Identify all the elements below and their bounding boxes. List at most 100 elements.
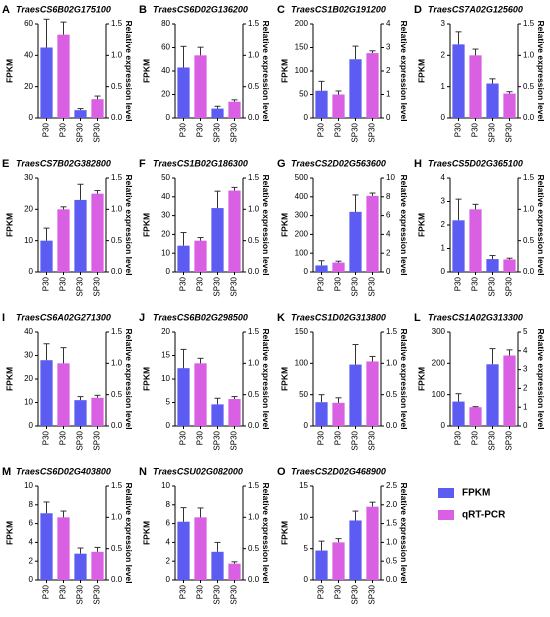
bar [91,397,104,426]
x-tick-label: P30 [42,430,51,445]
bar [228,563,241,580]
error-bar [214,541,221,552]
y-tick-label: 2 [441,220,446,229]
y2-tick-label: 0.0 [248,267,260,276]
error-bar [335,538,342,543]
y2-tick-label: 2.0 [386,500,398,509]
y2-tick-label: 0.0 [523,113,535,122]
bar [332,402,345,426]
x-tick-label: P30 [179,584,188,599]
error-bar [369,501,376,507]
y2-axis-label: Relative expression level [399,174,409,275]
error-bar [60,347,67,364]
y2-tick-label: 0.5 [386,390,398,399]
y2-axis-label: Relative expression level [261,20,271,121]
y2-axis-label: Relative expression level [536,174,546,275]
x-tick-label: P30 [59,584,68,599]
bar [366,53,379,118]
error-bar [197,357,204,364]
x-tick-label: P30 [196,276,205,291]
panel-letter: E [2,158,9,170]
x-tick-label: SP30 [93,276,102,296]
y2-tick-label: 2 [523,384,528,393]
y2-tick-label: 1.5 [111,481,123,490]
error-bar [60,510,67,518]
panel-letter: G [277,158,286,170]
y-tick-label: 1 [441,244,446,253]
y-tick-label: 40 [161,192,170,201]
bar [211,551,224,580]
bar [177,67,190,118]
y2-tick-label: 1.5 [248,173,260,182]
error-bar [214,397,221,405]
y-tick-label: 4 [29,538,34,547]
y2-tick-label: 1.0 [523,50,535,59]
y-tick-label: 100 [295,248,309,257]
error-bar [472,203,479,210]
error-bar [369,192,376,196]
y-tick-label: 0 [441,267,446,276]
y-tick-label: 150 [295,43,309,52]
y2-tick-label: 0.0 [111,421,123,430]
bar [74,400,87,426]
error-bar [197,237,204,241]
error-bar [352,45,359,60]
panel-letter: M [2,466,11,478]
y2-tick-label: 1.0 [386,358,398,367]
error-bar [77,108,84,111]
panel-title: TraesCS1A02G313300 [428,312,523,322]
bar [40,360,53,426]
y-tick-label: 300 [295,211,309,220]
bar [57,34,70,118]
bar [366,506,379,580]
y-axis-label: FPKM [279,521,289,545]
error-bar [489,78,496,84]
y-tick-label: 15 [299,481,308,490]
y-tick-label: 10 [299,512,308,521]
error-bar [489,255,496,260]
bar [349,211,362,272]
bar [332,94,345,118]
y2-tick-label: 1.5 [523,19,535,28]
x-tick-label: SP30 [93,584,102,604]
y-tick-label: 100 [295,358,309,367]
y2-tick-label: 0.0 [111,267,123,276]
error-bar [77,183,84,200]
y-tick-label: 100 [295,66,309,75]
y2-tick-label: 0.0 [248,113,260,122]
y-axis-label: FPKM [4,367,14,391]
panel: G TraesCS2D02G563600 FPKM Relative expressi… [277,158,409,297]
y-tick-label: 0 [304,575,309,584]
y2-tick-label: 0 [386,113,391,122]
y2-tick-label: 4 [386,19,391,28]
x-tick-label: SP30 [230,430,239,450]
y2-tick-label: 1.0 [111,50,123,59]
bar [486,259,499,272]
error-bar [369,355,376,362]
error-bar [352,510,359,521]
y2-tick-label: 0.5 [523,236,535,245]
y2-tick-label: 0.5 [111,544,123,553]
panel-letter: K [277,312,285,324]
y2-axis-label: Relative expression level [536,328,546,429]
x-tick-label: SP30 [213,430,222,450]
y-tick-label: 30 [161,211,170,220]
x-tick-label: SP30 [368,430,377,450]
y-tick-label: 1 [441,82,446,91]
y-axis-label: FPKM [416,213,426,237]
panel-title: TraesCS7B02G382800 [16,158,111,168]
bar [211,108,224,118]
bar [452,44,465,118]
y2-tick-label: 2 [386,248,391,257]
legend-swatch [438,488,454,498]
y2-tick-label: 8 [386,192,391,201]
y-tick-label: 20 [161,327,170,336]
x-tick-label: SP30 [76,430,85,450]
bar [486,83,499,118]
y2-tick-label: 1.5 [111,173,123,182]
bar [57,209,70,272]
x-tick-label: P30 [42,584,51,599]
y2-axis-label: Relative expression level [261,174,271,275]
panel-title: TraesCS1B02G191200 [291,4,386,14]
bar [177,368,190,426]
